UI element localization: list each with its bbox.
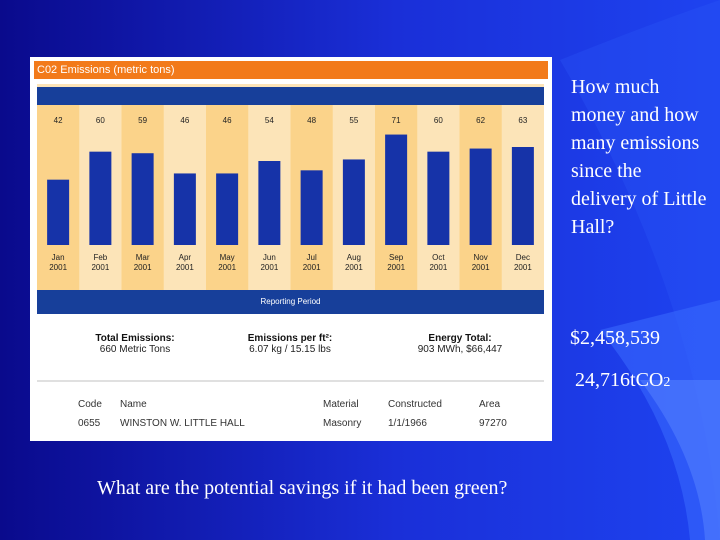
bar-apr — [173, 173, 196, 245]
data-label: 55 — [349, 116, 358, 125]
tick-label-month: Sep — [389, 253, 404, 262]
bar-may — [216, 173, 239, 245]
data-label: 54 — [265, 116, 274, 125]
data-label: 42 — [54, 116, 63, 125]
emissions-total-sub: 2 — [663, 375, 671, 390]
per-ft-label: Emissions per ft²: — [247, 333, 333, 344]
energy-total-stat: Energy Total: 903 MWh, $66,447 — [390, 333, 530, 355]
table-header-code: Code — [78, 399, 102, 410]
energy-total-label: Energy Total: — [428, 333, 492, 344]
data-label: 60 — [96, 116, 105, 125]
table-header-material: Material — [323, 399, 359, 410]
tick-label-month: Feb — [93, 253, 107, 262]
tick-label-year: 2001 — [429, 263, 447, 272]
panel-header: C02 Emissions (metric tons) — [34, 61, 548, 79]
table-cell-constructed: 1/1/1966 — [388, 418, 427, 429]
total-emissions-value: 660 Metric Tons — [99, 344, 171, 355]
bottom-question: What are the potential savings if it had… — [97, 477, 508, 499]
tick-label-month: Nov — [474, 253, 488, 262]
data-label: 60 — [434, 116, 443, 125]
chart-area: 42 Jan 2001 60 Feb 2001 59 Mar 2001 46 Apr 2001 46 Ma… — [37, 84, 544, 314]
table-cell-area: 97270 — [479, 418, 507, 429]
table-cell-material: Masonry — [323, 418, 362, 429]
emissions-bar-chart: 42Jan200160Feb200159Mar200146Apr200146Ma… — [37, 105, 534, 290]
tick-label-month: Oct — [432, 253, 445, 262]
tick-label-year: 2001 — [514, 263, 532, 272]
per-ft-stat: Emissions per ft²: 6.07 kg / 15.15 lbs — [220, 333, 360, 355]
data-label: 46 — [180, 116, 189, 125]
tick-label-month: Mar — [136, 253, 150, 262]
tick-label-month: Aug — [347, 253, 361, 262]
tick-label-month: May — [220, 253, 235, 262]
tick-label-year: 2001 — [134, 263, 152, 272]
side-question: How much money and how many emissions si… — [571, 76, 707, 238]
tick-label-year: 2001 — [176, 263, 194, 272]
tick-label-year: 2001 — [49, 263, 67, 272]
bar-jul — [300, 170, 323, 245]
bar-oct — [427, 151, 450, 245]
tick-label-year: 2001 — [303, 263, 321, 272]
emissions-screenshot-panel: C02 Emissions (metric tons) 42 Jan 2001 60 F… — [30, 57, 552, 441]
data-label: 63 — [518, 116, 527, 125]
tick-label-year: 2001 — [472, 263, 490, 272]
bar-feb — [89, 151, 112, 245]
tick-label-year: 2001 — [387, 263, 405, 272]
tick-label-month: Jul — [307, 253, 317, 262]
table-header-constructed: Constructed — [388, 399, 442, 410]
table-cell-name: WINSTON W. LITTLE HALL — [120, 418, 245, 429]
data-label: 62 — [476, 116, 485, 125]
money-total: $2,458,539 — [570, 327, 660, 349]
total-emissions-stat: Total Emissions: 660 Metric Tons — [60, 333, 210, 355]
emissions-total: 24,716tCO2 — [575, 369, 670, 392]
reporting-period-bar: Reporting Period — [37, 290, 544, 314]
data-label: 71 — [392, 116, 401, 125]
data-label: 46 — [223, 116, 232, 125]
tick-label-month: Jan — [52, 253, 65, 262]
per-ft-value: 6.07 kg / 15.15 lbs — [249, 344, 331, 355]
data-label: 48 — [307, 116, 316, 125]
reporting-period-label: Reporting Period — [260, 297, 321, 306]
tick-label-year: 2001 — [91, 263, 109, 272]
stats-row: Total Emissions: 660 Metric Tons Emissio… — [30, 333, 552, 373]
tick-label-year: 2001 — [218, 263, 236, 272]
tick-label-year: 2001 — [260, 263, 278, 272]
total-emissions-label: Total Emissions: — [95, 333, 175, 344]
bar-jan — [47, 179, 70, 245]
tick-label-year: 2001 — [345, 263, 363, 272]
chart-top-band — [37, 87, 544, 105]
bar-dec — [511, 147, 534, 245]
energy-total-value: 903 MWh, $66,447 — [417, 344, 503, 355]
bar-mar — [131, 153, 154, 245]
tick-label-month: Apr — [179, 253, 192, 262]
table-header-area: Area — [479, 399, 501, 410]
panel-divider — [37, 380, 544, 382]
bar-nov — [469, 148, 492, 245]
emissions-total-prefix: 24,716t — [575, 369, 636, 391]
emissions-total-unit: CO — [635, 369, 664, 391]
table-cell-code: 0655 — [78, 418, 101, 429]
table-header-name: Name — [120, 399, 147, 410]
tick-label-month: Dec — [516, 253, 530, 262]
tick-label-month: Jun — [263, 253, 276, 262]
bar-sep — [385, 134, 408, 245]
bar-aug — [342, 159, 365, 245]
bar-jun — [258, 161, 281, 245]
data-label: 59 — [138, 116, 147, 125]
